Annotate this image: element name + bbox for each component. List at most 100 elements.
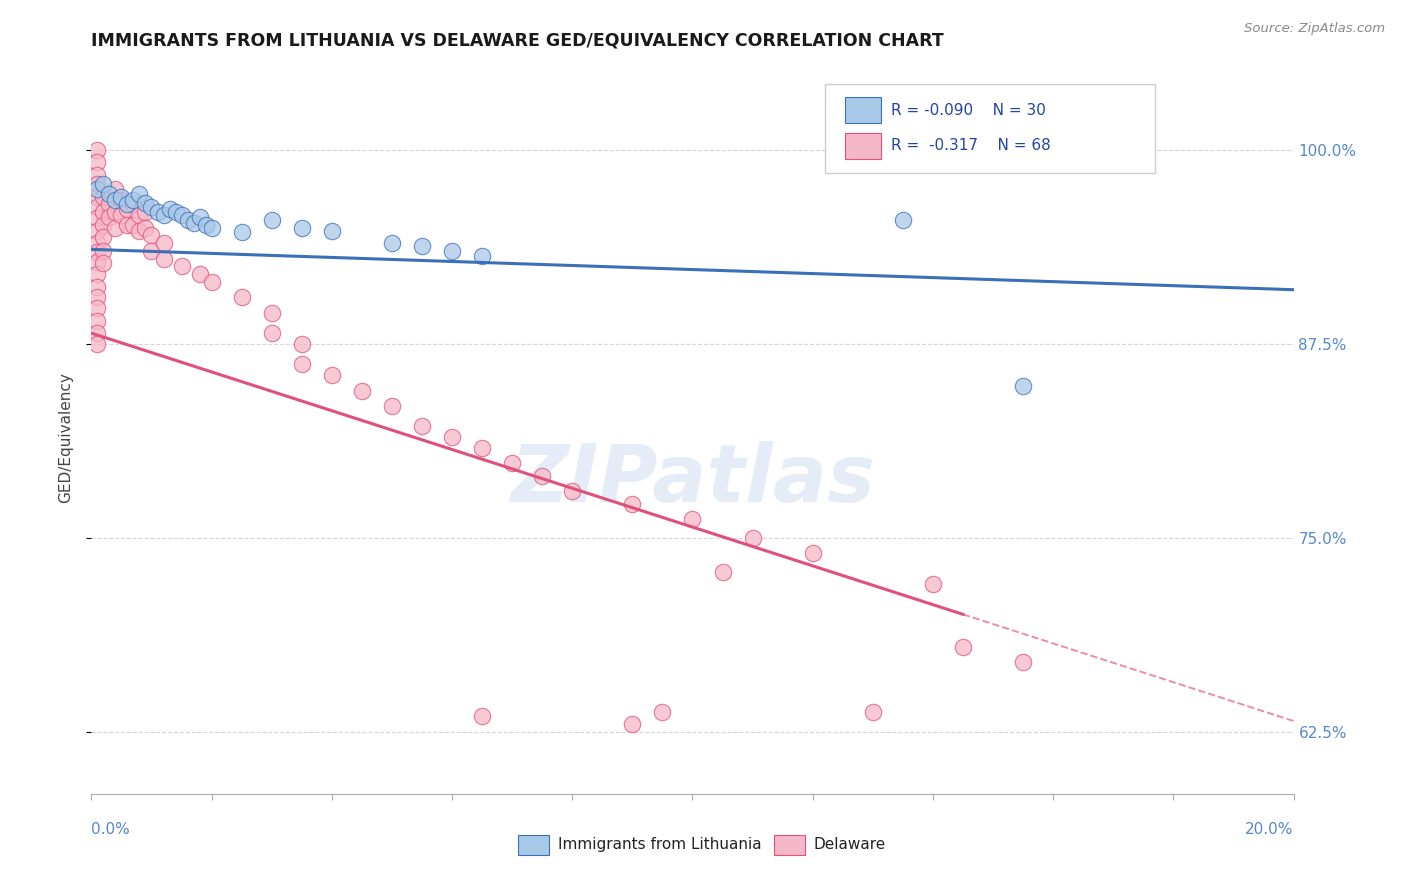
Text: Delaware: Delaware — [814, 837, 886, 852]
Point — [260, 213, 283, 227]
Point — [110, 189, 132, 203]
Bar — [519, 835, 550, 855]
Point — [93, 218, 115, 232]
Point — [141, 244, 163, 258]
Point — [291, 220, 314, 235]
Point — [952, 640, 974, 654]
Point — [411, 419, 433, 434]
Point — [891, 213, 914, 227]
Point — [104, 182, 127, 196]
Point — [621, 497, 644, 511]
Point — [86, 155, 108, 169]
Point — [86, 254, 108, 268]
Point — [152, 208, 174, 222]
Text: ZIPatlas: ZIPatlas — [510, 441, 875, 519]
Text: Source: ZipAtlas.com: Source: ZipAtlas.com — [1244, 22, 1385, 36]
Point — [86, 337, 108, 351]
Point — [86, 279, 108, 293]
Point — [86, 236, 108, 251]
Point — [110, 193, 132, 207]
Bar — [845, 133, 882, 159]
Point — [440, 244, 463, 258]
Point — [440, 430, 463, 444]
Point — [117, 202, 139, 216]
Point — [86, 224, 108, 238]
Point — [122, 218, 145, 232]
Point — [152, 252, 174, 266]
Point — [531, 468, 554, 483]
Text: R =  -0.317    N = 68: R = -0.317 N = 68 — [891, 138, 1050, 153]
Text: Immigrants from Lithuania: Immigrants from Lithuania — [558, 837, 762, 852]
Point — [170, 208, 193, 222]
Point — [471, 249, 494, 263]
Point — [93, 205, 115, 219]
Point — [86, 314, 108, 328]
Point — [350, 384, 373, 398]
Point — [922, 577, 945, 591]
Point — [291, 337, 314, 351]
Point — [86, 189, 108, 203]
Point — [152, 236, 174, 251]
Point — [86, 178, 108, 192]
Bar — [845, 97, 882, 123]
Point — [231, 290, 253, 304]
Point — [117, 218, 139, 232]
Point — [260, 306, 283, 320]
Point — [86, 201, 108, 215]
Point — [194, 218, 217, 232]
Point — [93, 189, 115, 203]
Bar — [775, 835, 806, 855]
Point — [201, 220, 224, 235]
Point — [98, 197, 121, 211]
Point — [122, 197, 145, 211]
Point — [801, 546, 824, 560]
Point — [122, 193, 145, 207]
Point — [621, 717, 644, 731]
Text: 20.0%: 20.0% — [1246, 822, 1294, 837]
Point — [93, 244, 115, 258]
Point — [86, 301, 108, 316]
Point — [862, 705, 884, 719]
Point — [104, 193, 127, 207]
FancyBboxPatch shape — [825, 84, 1156, 173]
Point — [128, 186, 150, 201]
Point — [501, 457, 523, 471]
Point — [93, 256, 115, 270]
Point — [561, 484, 583, 499]
Point — [321, 224, 343, 238]
Point — [141, 201, 163, 215]
Point — [183, 216, 205, 230]
Point — [1012, 379, 1035, 393]
Point — [471, 441, 494, 455]
Point — [381, 236, 404, 251]
Point — [176, 213, 198, 227]
Point — [141, 228, 163, 243]
Point — [117, 197, 139, 211]
Point — [471, 709, 494, 723]
Point — [86, 245, 108, 260]
Point — [110, 208, 132, 222]
Point — [86, 168, 108, 182]
Point — [159, 202, 181, 216]
Point — [741, 531, 763, 545]
Point — [201, 275, 224, 289]
Point — [128, 224, 150, 238]
Point — [86, 267, 108, 281]
Point — [98, 210, 121, 224]
Point — [98, 186, 121, 201]
Point — [188, 267, 211, 281]
Text: IMMIGRANTS FROM LITHUANIA VS DELAWARE GED/EQUIVALENCY CORRELATION CHART: IMMIGRANTS FROM LITHUANIA VS DELAWARE GE… — [91, 31, 945, 49]
Point — [260, 326, 283, 340]
Point — [104, 205, 127, 219]
Point — [128, 208, 150, 222]
Point — [681, 512, 703, 526]
Point — [93, 230, 115, 244]
Point — [188, 210, 211, 224]
Point — [134, 195, 156, 210]
Point — [93, 178, 115, 192]
Point — [291, 357, 314, 371]
Point — [231, 225, 253, 239]
Point — [411, 239, 433, 253]
Point — [146, 205, 169, 219]
Point — [134, 205, 156, 219]
